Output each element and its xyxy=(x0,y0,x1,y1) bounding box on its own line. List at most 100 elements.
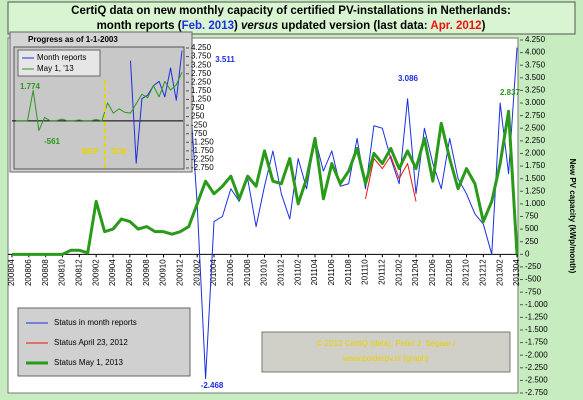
x-tick-label: 201110 xyxy=(361,259,370,285)
y-tick-label: 3.750 xyxy=(525,60,546,69)
x-tick-label: 200902 xyxy=(91,259,100,286)
y-tick-label: 1.250 xyxy=(191,95,212,104)
annotation: MEP xyxy=(81,147,99,156)
x-tick-label: 201104 xyxy=(310,259,319,286)
title-part: ) xyxy=(234,20,241,32)
y-tick-label: 1.500 xyxy=(525,174,546,183)
y-tick-label: 1.750 xyxy=(525,161,546,170)
annotation: 3.511 xyxy=(215,55,235,64)
y-tick-label: -1.250 xyxy=(191,137,214,146)
y-tick-label: -1.000 xyxy=(525,300,548,309)
x-tick-label: 201304 xyxy=(512,259,521,286)
y-tick-label: -750 xyxy=(191,129,208,138)
y-tick-label: -750 xyxy=(525,287,542,296)
series-line xyxy=(129,50,183,164)
main-chart: 4.250 4.000 3.750 3.500 3.250 3.000 2.750 2.500… xyxy=(7,35,577,397)
x-tick-label: 200906 xyxy=(125,259,134,286)
y-tick-label: 2.250 xyxy=(525,136,546,145)
y-tick-label: 750 xyxy=(191,103,205,112)
x-tick-label: 200810 xyxy=(58,259,67,286)
inset-legend-box xyxy=(17,49,101,77)
x-tick-label: 201012 xyxy=(276,259,285,286)
y-tick-label: -2.750 xyxy=(191,163,214,172)
y-tick-label: 1.250 xyxy=(525,186,546,195)
x-tick-label: 201208 xyxy=(445,259,454,286)
x-tick-label: 201006 xyxy=(226,259,235,286)
chart-subtitle: month reports (Feb. 2013) versus updated… xyxy=(97,20,486,32)
y-tick-label: -250 xyxy=(191,120,208,129)
y-tick-label: -2.000 xyxy=(525,350,548,359)
annotation: -2.468 xyxy=(201,381,224,390)
annotation: 3.086 xyxy=(398,74,419,83)
y-tick-label: 3.250 xyxy=(525,86,546,95)
legend-label: Status May 1, 2013 xyxy=(54,358,123,367)
x-tick-label: 201008 xyxy=(243,259,252,286)
credit-text: © 2013 CertiQ (data), Peter J. Segaar / xyxy=(317,339,457,348)
inset-title: Progress as of 1-1-2003 xyxy=(28,35,118,44)
y-tick-label: 1.750 xyxy=(191,86,212,95)
title-part: month reports ( xyxy=(97,20,182,32)
title-part: versus xyxy=(241,20,278,32)
y-tick-label: -1.500 xyxy=(525,325,548,334)
inset-chart: Progress as of 1-1-20034.2503.7503.2502.… xyxy=(9,31,214,173)
y-axis-label: New PV capacity (kWp/month) xyxy=(568,159,577,274)
y-tick-label: 750 xyxy=(525,212,539,221)
y-tick-label: 2.250 xyxy=(191,77,212,86)
legend-label: May 1, '13 xyxy=(37,64,74,73)
title-box xyxy=(7,1,576,35)
title-part: ) xyxy=(482,20,486,32)
x-tick-label: 201010 xyxy=(260,259,269,286)
x-tick-label: 200908 xyxy=(142,259,151,286)
y-tick-label: -1.250 xyxy=(525,312,548,321)
x-tick-label: 201202 xyxy=(394,259,403,286)
x-tick-label: 201212 xyxy=(478,259,487,286)
y-tick-label: -1.750 xyxy=(525,338,548,347)
y-tick-label: 1.000 xyxy=(525,199,546,208)
x-tick-label: 200804 xyxy=(7,259,16,286)
x-tick-label: 201204 xyxy=(411,259,420,286)
y-tick-label: -1.750 xyxy=(191,146,214,155)
x-tick-label: 201106 xyxy=(327,259,336,286)
y-tick-label: 3.500 xyxy=(525,73,546,82)
y-tick-label: 3.750 xyxy=(191,52,212,61)
legend-label: Month reports xyxy=(37,53,86,62)
legend-label: Status in month reports xyxy=(54,318,137,327)
y-tick-label: 0 xyxy=(525,249,530,258)
y-tick-label: -2.250 xyxy=(525,363,548,372)
y-tick-label: 2.000 xyxy=(525,149,546,158)
legend-label: Status April 23, 2012 xyxy=(54,338,128,347)
y-tick-label: 2.750 xyxy=(525,111,546,120)
title-part: updated version (last data: xyxy=(278,20,430,32)
legend-box xyxy=(17,307,191,377)
chart-title: CertiQ data on new monthly capacity of c… xyxy=(71,5,511,17)
y-tick-label: 250 xyxy=(525,237,539,246)
x-tick-label: 201206 xyxy=(428,259,437,286)
y-tick-label: 250 xyxy=(191,112,205,121)
y-tick-label: 500 xyxy=(525,224,539,233)
x-tick-label: 200806 xyxy=(24,259,33,286)
title-part: Feb. 2013 xyxy=(182,20,234,32)
overlay: Status in month reports Status April 23, … xyxy=(17,307,511,377)
x-tick-label: 200912 xyxy=(175,259,184,286)
x-tick-label: 201004 xyxy=(209,259,218,286)
x-tick-label: 200910 xyxy=(159,259,168,286)
y-tick-label: 4.000 xyxy=(525,48,546,57)
y-tick-label: -250 xyxy=(525,262,542,271)
y-tick-label: -2.750 xyxy=(525,388,548,397)
annotation: 1.774 xyxy=(20,82,41,91)
series-line xyxy=(16,72,183,131)
y-tick-label: -2.500 xyxy=(525,376,548,385)
x-tick-label: 200812 xyxy=(74,259,83,286)
x-tick-label: 200808 xyxy=(41,259,50,286)
series-line xyxy=(12,109,519,256)
annotation: 2.837 xyxy=(500,88,521,97)
x-tick-label: 201002 xyxy=(192,259,201,286)
credit-text: www.polderpv.nl (graph) xyxy=(342,354,429,363)
y-tick-label: 3.000 xyxy=(525,98,546,107)
x-tick-label: 200904 xyxy=(108,259,117,286)
y-tick-label: 4.250 xyxy=(191,43,212,52)
annotation: -561 xyxy=(44,137,61,146)
y-tick-label: 2.500 xyxy=(525,123,546,132)
title-part: Apr. 2012 xyxy=(430,20,481,32)
